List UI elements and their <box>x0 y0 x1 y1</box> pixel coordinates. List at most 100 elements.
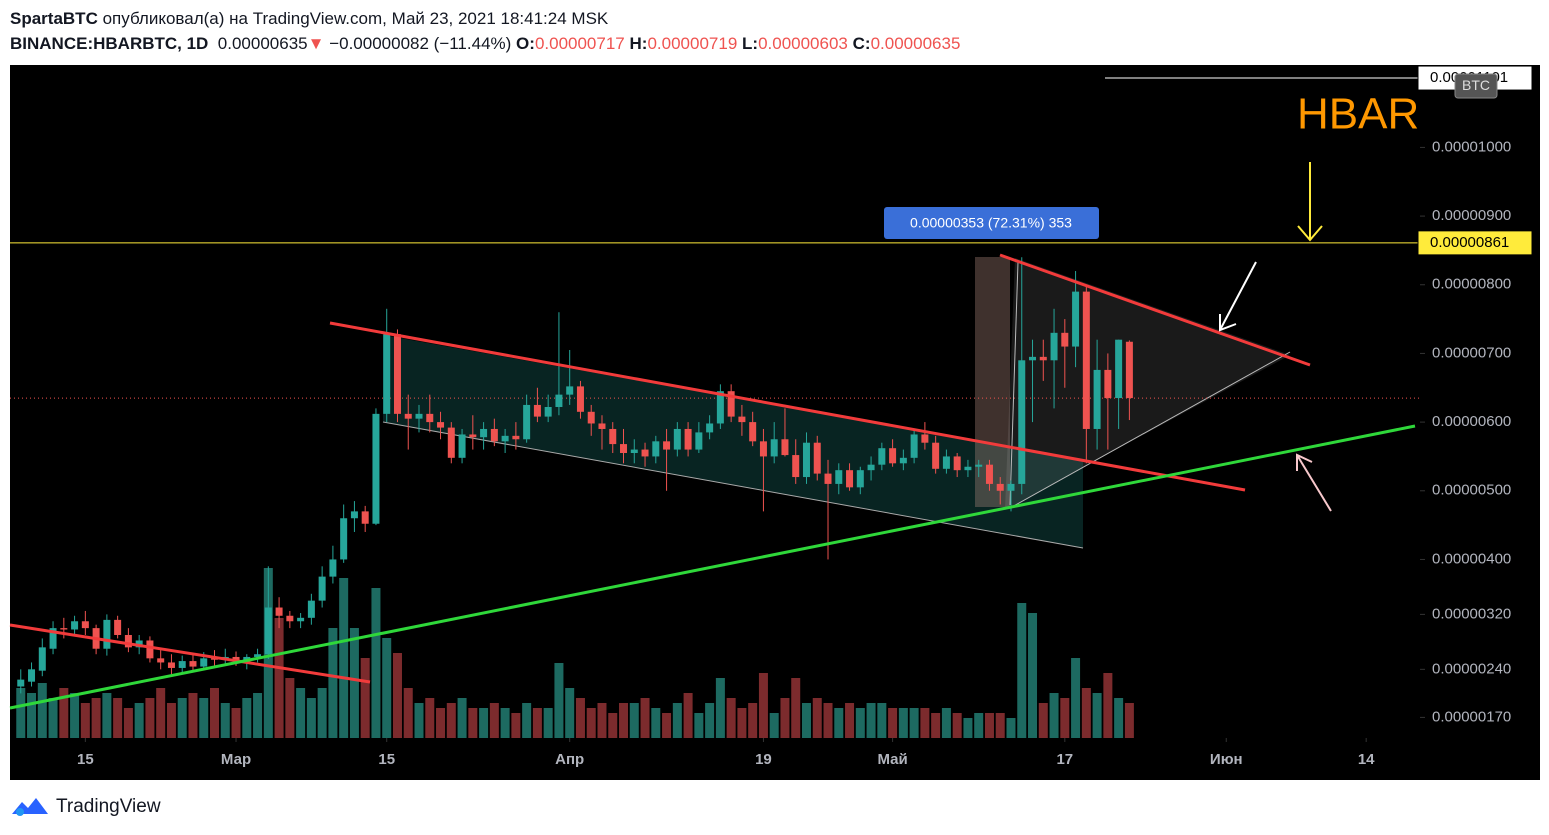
candle-body <box>749 422 757 442</box>
o-value: 0.00000717 <box>534 34 625 53</box>
price-lines <box>10 77 1420 399</box>
volume-bar <box>726 698 736 738</box>
candle-body <box>135 640 143 648</box>
volume-bar <box>414 703 424 738</box>
candle-body <box>415 413 423 419</box>
candle-body <box>716 391 724 424</box>
volume-bar <box>253 693 263 738</box>
candle-body <box>1115 339 1123 399</box>
candle-body <box>178 661 186 668</box>
volume-bar <box>640 698 650 738</box>
candle-body <box>404 413 412 419</box>
candle-layer <box>17 257 1133 694</box>
volume-bar <box>156 688 166 738</box>
candle-body <box>964 466 972 471</box>
candle-body <box>813 442 821 474</box>
candle-body <box>200 658 208 667</box>
volume-bar <box>834 708 844 738</box>
candle-body <box>437 422 445 428</box>
candle-body <box>910 434 918 458</box>
h-key: H: <box>629 34 648 53</box>
arrow: ▼ <box>307 34 325 53</box>
price-label: 0.00000861 <box>1430 234 1509 251</box>
l-key: L: <box>742 34 759 53</box>
candle-body <box>576 386 584 412</box>
candle-body <box>38 647 46 671</box>
volume-bar <box>662 713 672 738</box>
volume-bar <box>748 703 758 738</box>
volume-bar <box>210 688 220 738</box>
candle-body <box>157 658 165 663</box>
volume-bar <box>619 703 629 738</box>
volume-bar <box>845 703 855 738</box>
volume-layer <box>16 568 1134 738</box>
volume-bar <box>145 698 155 738</box>
candle-body <box>770 439 778 457</box>
volume-bar <box>984 713 994 738</box>
candle-body <box>673 428 681 450</box>
volume-bar <box>220 703 230 738</box>
candle-body <box>167 662 175 668</box>
candle-body <box>1125 341 1133 399</box>
c-value: 0.00000635 <box>870 34 961 53</box>
volume-bar <box>909 708 919 738</box>
arrow <box>1219 261 1257 332</box>
volume-bar <box>177 698 187 738</box>
volume-bar <box>672 703 682 738</box>
footer: TradingView <box>10 796 161 818</box>
candle-body <box>318 576 326 601</box>
candle-body <box>555 394 563 407</box>
volume-bar <box>425 698 435 738</box>
volume-bar <box>823 703 833 738</box>
candle-body <box>533 404 541 417</box>
y-tick-label: 0.00000400 <box>1432 550 1511 567</box>
candle-body <box>792 455 800 478</box>
candle-body <box>598 423 606 429</box>
candle-body <box>480 428 488 438</box>
x-tick-label: Июн <box>1210 751 1243 768</box>
volume-bar <box>608 713 618 738</box>
y-tick-label: 0.00000500 <box>1432 482 1511 499</box>
y-tick-label: 0.00000320 <box>1432 605 1511 622</box>
candle-body <box>975 464 983 467</box>
volume-bar <box>780 698 790 738</box>
candle-body <box>996 483 1004 491</box>
volume-bar <box>855 708 865 738</box>
triangle-edge <box>1009 261 1019 506</box>
volume-bar <box>123 708 133 738</box>
candle-body <box>985 464 993 484</box>
candle-body <box>942 456 950 469</box>
candle-body <box>447 427 455 458</box>
candle-body <box>232 656 240 662</box>
volume-bar <box>392 653 402 738</box>
candle-body <box>652 441 660 457</box>
candle-body <box>544 406 552 417</box>
volume-bar <box>91 698 101 738</box>
annotation: HBAR <box>1297 90 1419 139</box>
volume-bar <box>532 708 542 738</box>
candle-body <box>867 464 875 471</box>
volume-bar <box>27 693 37 738</box>
volume-bar <box>1124 703 1134 738</box>
volume-bar <box>1103 673 1113 738</box>
arrow <box>1296 453 1332 512</box>
y-tick-label: 0.00001000 <box>1432 138 1511 155</box>
o-key: O: <box>516 34 535 53</box>
logo-icon <box>12 798 48 816</box>
candle-body <box>286 615 294 622</box>
volume-bar <box>511 713 521 738</box>
volume-bar <box>446 703 456 738</box>
currency-badge-box <box>1454 73 1498 99</box>
volume-bar <box>285 678 295 738</box>
volume-bar <box>489 703 499 738</box>
candle-body <box>824 473 832 484</box>
volume-bar <box>102 693 112 738</box>
channel-fill <box>383 335 1083 548</box>
measure-label: 0.00000353 (72.31%) 353 <box>910 215 1072 231</box>
volume-bar <box>694 713 704 738</box>
candle-body <box>469 434 477 438</box>
candle-body <box>211 658 219 660</box>
candle-body <box>1093 369 1101 429</box>
volume-bar <box>70 693 80 738</box>
